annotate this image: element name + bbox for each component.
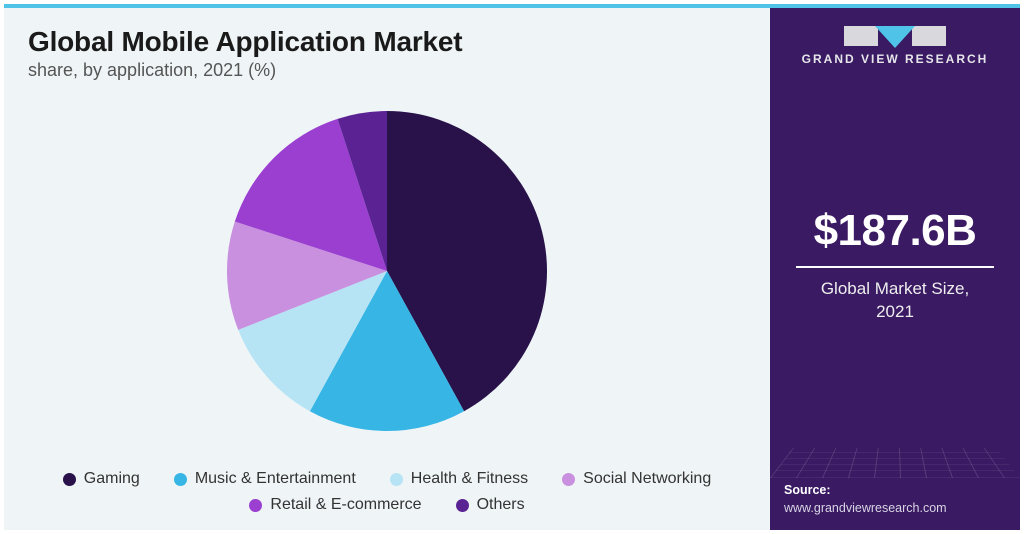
legend-item: Health & Fitness: [390, 470, 528, 488]
legend-label: Health & Fitness: [411, 470, 528, 488]
brand-logo-text: GRAND VIEW RESEARCH: [802, 52, 989, 66]
legend-label: Others: [477, 496, 525, 514]
legend-item: Social Networking: [562, 470, 711, 488]
legend-swatch: [456, 499, 469, 512]
brand-logo-mark: [844, 24, 946, 46]
pie-chart-container: [28, 75, 746, 466]
decorative-grid: [770, 448, 1020, 478]
brand-logo: GRAND VIEW RESEARCH: [802, 24, 989, 66]
legend-swatch: [249, 499, 262, 512]
legend-item: Gaming: [63, 470, 140, 488]
legend-label: Social Networking: [583, 470, 711, 488]
sidebar: GRAND VIEW RESEARCH $187.6B Global Marke…: [770, 8, 1020, 530]
legend-label: Music & Entertainment: [195, 470, 356, 488]
stat-divider: [796, 266, 994, 268]
legend-swatch: [63, 473, 76, 486]
source-block: Source: www.grandviewresearch.com: [784, 481, 947, 519]
chart-panel: Global Mobile Application Market share, …: [4, 8, 770, 530]
panel: Global Mobile Application Market share, …: [4, 4, 1020, 530]
stat-value: $187.6B: [796, 206, 994, 256]
stat-block: $187.6B Global Market Size, 2021: [782, 206, 1008, 324]
source-label: Source:: [784, 481, 947, 500]
legend-swatch: [390, 473, 403, 486]
legend-item: Music & Entertainment: [174, 470, 356, 488]
logo-square-right: [912, 26, 946, 46]
stat-label-line1: Global Market Size,: [821, 279, 969, 298]
logo-square-left: [844, 26, 878, 46]
source-url: www.grandviewresearch.com: [784, 499, 947, 518]
stat-label: Global Market Size, 2021: [796, 278, 994, 324]
legend-item: Others: [456, 496, 525, 514]
legend-swatch: [562, 473, 575, 486]
page-title: Global Mobile Application Market: [28, 26, 746, 58]
stat-label-line2: 2021: [876, 302, 914, 321]
pie-chart: [227, 111, 547, 431]
logo-triangle-icon: [875, 26, 915, 48]
legend-label: Gaming: [84, 470, 140, 488]
legend: Gaming Music & Entertainment Health & Fitn…: [28, 466, 746, 516]
infographic-frame: Global Mobile Application Market share, …: [0, 0, 1024, 534]
legend-item: Retail & E-commerce: [249, 496, 421, 514]
legend-swatch: [174, 473, 187, 486]
legend-label: Retail & E-commerce: [270, 496, 421, 514]
